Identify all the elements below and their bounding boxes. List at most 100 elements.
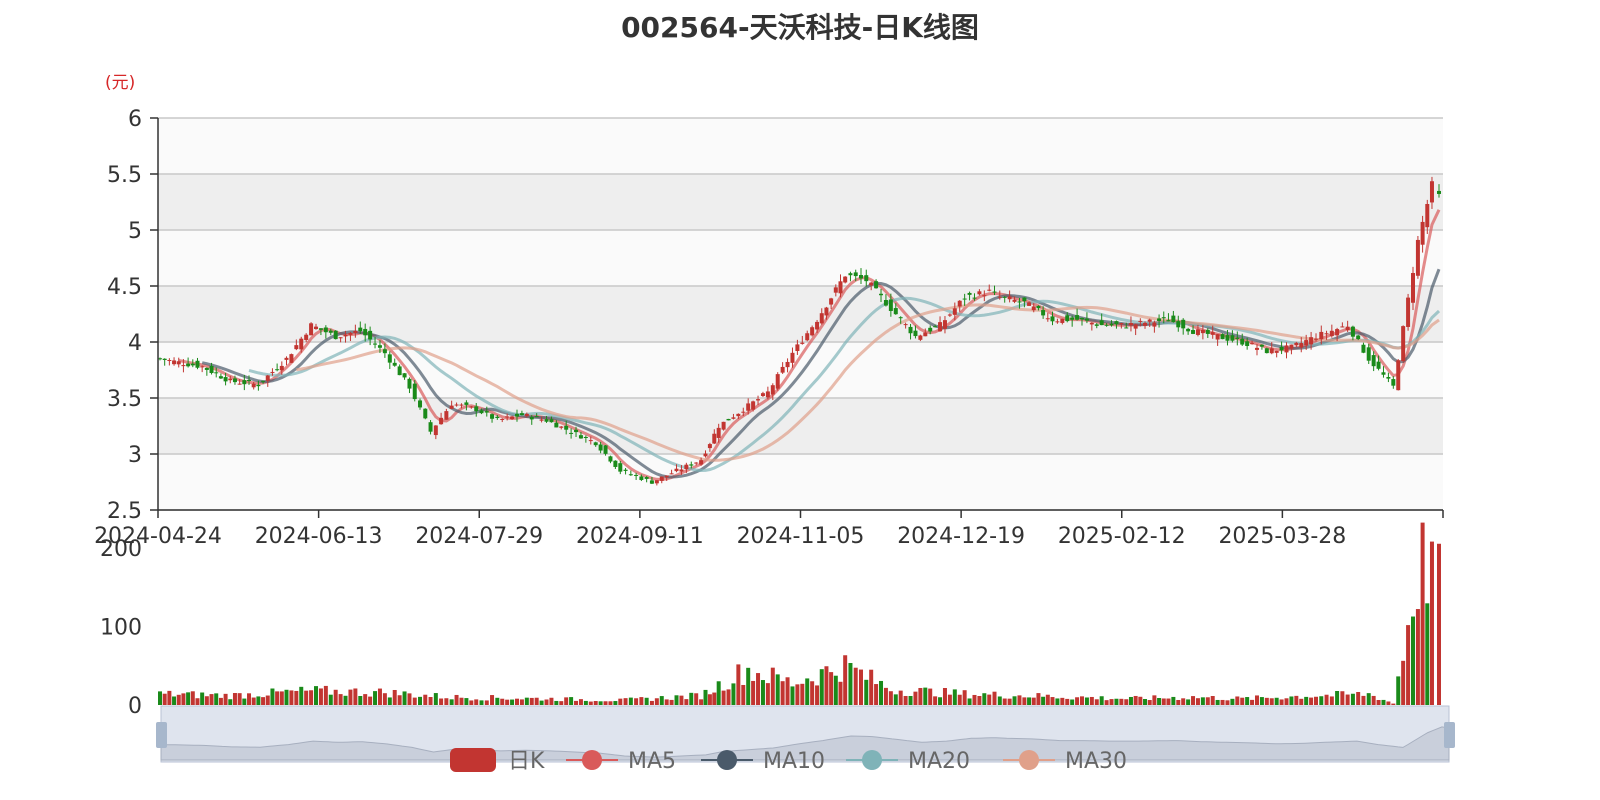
candle-body [569,432,574,434]
candle-body [848,273,853,276]
volume-bar [578,699,583,705]
candle-body [634,474,639,476]
grid-band [158,398,1443,454]
datazoom-handle-left[interactable] [156,722,167,748]
legend-item-日K[interactable]: 日K [450,748,545,774]
candle-body [397,366,402,376]
volume-bar [1415,609,1420,705]
volume-bar [942,687,947,705]
volume-bar [1324,694,1329,705]
candle-body [237,383,242,385]
volume-bar [1109,699,1114,705]
candle-body [843,276,848,283]
candle-body [1138,320,1143,322]
legend-item-MA10[interactable]: MA10 [701,749,825,774]
volume-bar [377,688,382,705]
candle-body [418,400,423,408]
candle-body [1361,344,1366,353]
candle-body [933,326,938,328]
candle-body [1376,361,1381,369]
volume-bar [982,693,987,705]
volume-bar [1094,699,1099,705]
legend-label: 日K [508,749,545,774]
volume-bar [256,696,261,705]
candle-body [1371,355,1376,367]
candle-body [242,380,247,385]
volume-bar [736,664,741,705]
volume-bar [265,695,270,705]
candle-body [649,480,654,484]
candle-body [775,374,780,389]
candle-body [874,281,879,289]
candle-body [858,275,863,279]
volume-bar [997,696,1002,705]
volume-bar [654,698,659,705]
candle-body [883,300,888,306]
volume-bar [1284,698,1289,705]
chart-title: 002564-天沃科技-日K线图 [621,11,979,44]
volume-bar [412,697,417,705]
volume-bar [613,701,618,705]
grid-band [158,230,1443,286]
candle-body [928,327,933,332]
candle-body [765,391,770,398]
volume-bar [583,700,588,705]
candle-body [1128,323,1133,326]
volume-bar [669,699,674,705]
candle-body [214,372,219,374]
candle-body [613,460,618,467]
candle-body [664,475,669,478]
x-tick-label: 2025-03-28 [1218,524,1346,549]
candle-body [423,408,428,419]
volume-bar [833,675,838,705]
candle-body [1391,379,1396,386]
volume-bar [469,700,474,705]
datazoom-handle-right[interactable] [1444,722,1455,748]
volume-bar [864,679,869,705]
volume-bar [392,689,397,705]
candle-body [433,425,438,436]
volume-bar [628,697,633,705]
x-tick-label: 2024-11-05 [737,524,865,549]
price-y-axis: 2.5 3 3.5 4 4.5 5 5.5 6 [107,107,1443,524]
candle-body [1350,326,1355,337]
volume-bar [181,693,186,705]
candle-body [209,365,214,374]
candle-body [1186,328,1191,332]
volume-bar [495,697,500,705]
volume-bar [1171,696,1176,705]
volume-bar [634,698,639,705]
volume-bar [810,681,815,705]
volume-bar [1080,696,1085,705]
legend-item-MA5[interactable]: MA5 [566,749,676,774]
volume-bar [1406,625,1411,705]
legend-item-MA20[interactable]: MA20 [846,749,970,774]
candle-body [623,469,628,471]
volume-bar [848,663,853,705]
candle-body [721,421,726,430]
candle-body [853,272,858,277]
volume-bar [539,700,544,705]
legend-item-MA30[interactable]: MA30 [1003,749,1127,774]
volume-bar [790,686,795,705]
volume-bar [1065,698,1070,705]
volume-bar [1401,660,1406,705]
volume-bar [524,697,529,705]
volume-bar [519,699,524,705]
candle-body [918,335,923,340]
volume-bar [824,666,829,705]
candle-body [644,477,649,479]
candle-body [869,282,874,286]
volume-bar [972,694,977,705]
volume-bar [731,683,736,705]
volume-bar [484,700,489,705]
candle-body [479,410,484,414]
volume-bar [1036,693,1041,705]
volume-bar [1220,699,1225,705]
volume-bar [569,697,574,705]
candle-body [1176,321,1181,328]
candle-body [756,399,761,401]
volume-bar [1240,697,1245,705]
volume-bar [1381,699,1386,705]
volume-bar [358,695,363,705]
